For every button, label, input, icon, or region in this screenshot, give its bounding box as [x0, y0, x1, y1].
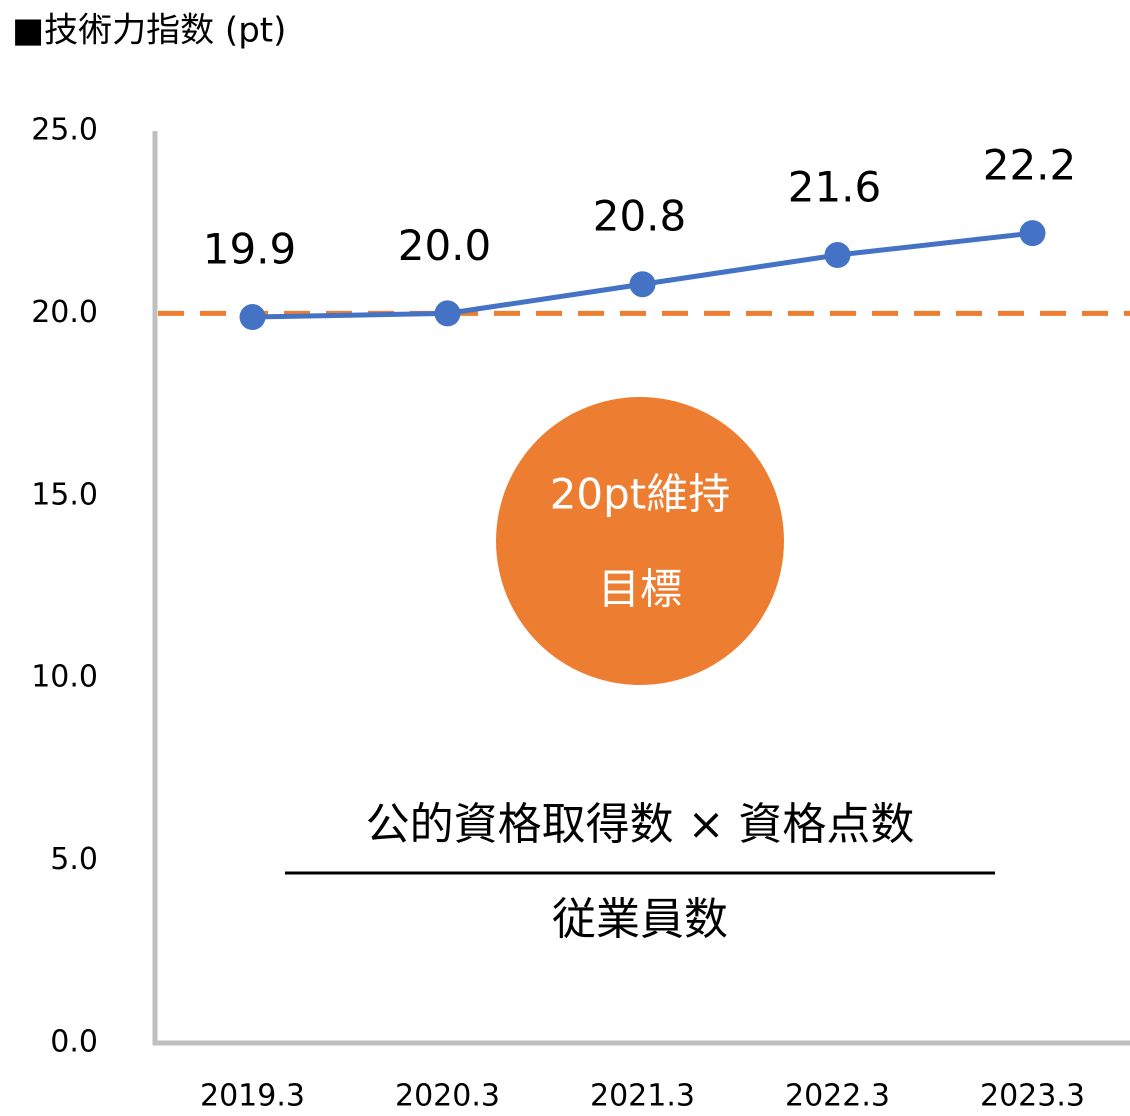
data-label: 19.9 [203, 225, 297, 274]
x-tick-label: 2022.3 [785, 1079, 890, 1114]
data-point [434, 300, 461, 327]
x-tick-label: 2020.3 [395, 1079, 500, 1114]
badge [496, 397, 784, 685]
badge-text: 20pt維持 [550, 470, 731, 519]
data-label: 22.2 [983, 141, 1077, 190]
badge-text: 目標 [598, 565, 682, 614]
chart-title: ■技術力指数 (pt) [12, 11, 286, 51]
x-tick-label: 2019.3 [200, 1079, 305, 1114]
y-tick-label: 0.0 [50, 1025, 98, 1060]
data-label: 20.0 [398, 221, 492, 270]
data-point [629, 271, 656, 298]
y-tick-label: 25.0 [31, 113, 98, 148]
y-tick-label: 15.0 [31, 477, 98, 512]
formula-denominator: 従業員数 [552, 894, 728, 945]
y-tick-label: 10.0 [31, 660, 98, 695]
formula-numerator: 公的資格取得数 × 資格点数 [366, 799, 915, 850]
x-tick-label: 2023.3 [980, 1079, 1085, 1114]
data-label: 20.8 [593, 192, 687, 241]
y-tick-label: 5.0 [50, 842, 98, 877]
data-label: 21.6 [788, 163, 882, 212]
data-point [824, 242, 851, 269]
data-point [239, 304, 266, 331]
y-tick-label: 20.0 [31, 295, 98, 330]
data-point [1019, 220, 1046, 247]
x-tick-label: 2021.3 [590, 1079, 695, 1114]
